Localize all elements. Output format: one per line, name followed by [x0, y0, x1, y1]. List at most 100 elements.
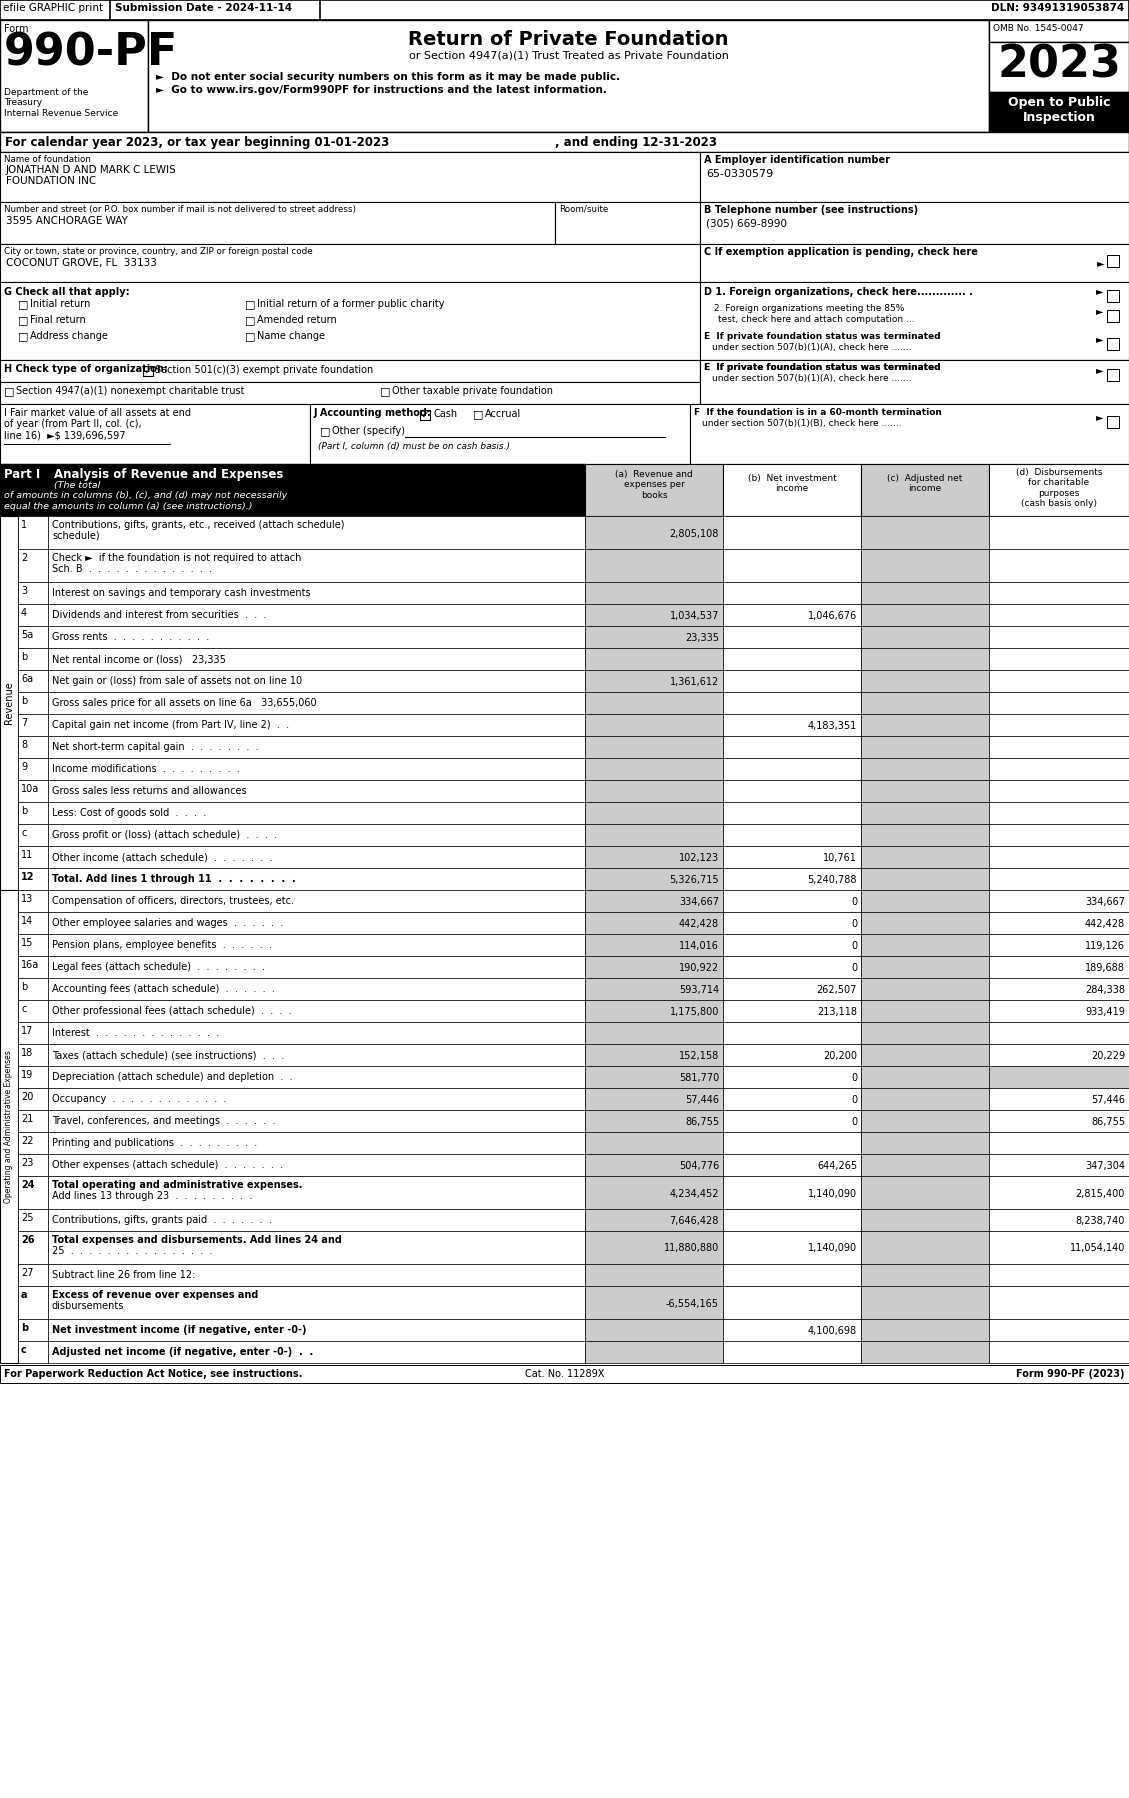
Bar — [723, 647, 861, 671]
Text: Gross sales price for all assets on line 6a   33,655,060: Gross sales price for all assets on line… — [52, 698, 316, 708]
Bar — [585, 957, 723, 978]
Bar — [49, 647, 585, 671]
Bar — [861, 671, 989, 692]
Bar — [49, 604, 585, 626]
Bar — [18, 1021, 49, 1045]
Text: Part I: Part I — [5, 467, 41, 482]
Text: Total operating and administrative expenses.: Total operating and administrative expen… — [52, 1179, 303, 1190]
Bar — [723, 604, 861, 626]
Text: For calendar year 2023, or tax year beginning 01-01-2023: For calendar year 2023, or tax year begi… — [5, 137, 390, 149]
Bar — [18, 1286, 49, 1320]
Text: 0: 0 — [851, 919, 857, 930]
Text: Other income (attach schedule)  .  .  .  .  .  .  .: Other income (attach schedule) . . . . .… — [52, 852, 272, 861]
Text: JONATHAN D AND MARK C LEWIS: JONATHAN D AND MARK C LEWIS — [6, 165, 177, 174]
Text: a: a — [21, 1289, 27, 1300]
Bar — [585, 1264, 723, 1286]
Text: 65-0330579: 65-0330579 — [706, 169, 773, 180]
Bar — [723, 957, 861, 978]
Text: 26: 26 — [21, 1235, 35, 1244]
Bar — [49, 978, 585, 1000]
Bar — [18, 516, 49, 548]
Bar — [18, 1208, 49, 1232]
Bar — [861, 735, 989, 759]
Bar — [585, 464, 723, 516]
Bar — [49, 868, 585, 890]
Bar — [0, 245, 700, 282]
Bar — [700, 201, 1129, 245]
Bar — [723, 847, 861, 868]
Bar — [0, 201, 555, 245]
Bar — [1108, 369, 1119, 381]
Text: Contributions, gifts, grants, etc., received (attach schedule): Contributions, gifts, grants, etc., rece… — [52, 520, 344, 530]
Bar — [49, 823, 585, 847]
Text: 284,338: 284,338 — [1085, 985, 1124, 994]
Text: 10a: 10a — [21, 784, 40, 795]
Text: 15: 15 — [21, 939, 34, 948]
Bar — [0, 0, 1129, 20]
Text: Travel, conferences, and meetings  .  .  .  .  .  .: Travel, conferences, and meetings . . . … — [52, 1117, 275, 1126]
Bar — [148, 20, 989, 131]
Text: Other professional fees (attach schedule)  .  .  .  .: Other professional fees (attach schedule… — [52, 1007, 291, 1016]
Text: 1,140,090: 1,140,090 — [808, 1244, 857, 1253]
Text: of year (from Part II, col. (c),: of year (from Part II, col. (c), — [5, 419, 141, 430]
Bar — [310, 405, 690, 464]
Bar — [861, 692, 989, 714]
Bar — [989, 1088, 1129, 1109]
Bar — [0, 890, 18, 1363]
Bar — [861, 1176, 989, 1208]
Text: Section 501(c)(3) exempt private foundation: Section 501(c)(3) exempt private foundat… — [155, 365, 374, 376]
Bar — [723, 933, 861, 957]
Bar — [585, 1286, 723, 1320]
Text: (305) 669-8990: (305) 669-8990 — [706, 218, 787, 228]
Bar — [585, 1088, 723, 1109]
Text: 86,755: 86,755 — [685, 1117, 719, 1127]
Text: Final return: Final return — [30, 315, 86, 325]
Text: 4: 4 — [21, 608, 27, 619]
Text: 347,304: 347,304 — [1085, 1162, 1124, 1170]
Text: b: b — [21, 653, 27, 662]
Bar — [723, 1154, 861, 1176]
Text: Legal fees (attach schedule)  .  .  .  .  .  .  .  .: Legal fees (attach schedule) . . . . . .… — [52, 962, 265, 973]
Bar — [49, 1154, 585, 1176]
Text: schedule): schedule) — [52, 530, 99, 541]
Bar — [49, 1109, 585, 1133]
Text: 114,016: 114,016 — [680, 940, 719, 951]
Text: FOUNDATION INC: FOUNDATION INC — [6, 176, 96, 185]
Text: (b)  Net investment
income: (b) Net investment income — [747, 475, 837, 493]
Bar — [989, 847, 1129, 868]
Bar — [49, 516, 585, 548]
Bar — [861, 626, 989, 647]
Text: Net gain or (loss) from sale of assets not on line 10: Net gain or (loss) from sale of assets n… — [52, 676, 303, 687]
Bar — [0, 516, 18, 890]
Text: of amounts in columns (b), (c), and (d) may not necessarily: of amounts in columns (b), (c), and (d) … — [5, 491, 287, 500]
Bar — [723, 1341, 861, 1363]
Text: (a)  Revenue and
expenses per
books: (a) Revenue and expenses per books — [615, 469, 693, 500]
Bar — [18, 957, 49, 978]
Bar — [1108, 415, 1119, 428]
Bar — [989, 957, 1129, 978]
Bar — [18, 583, 49, 604]
Text: 5,240,788: 5,240,788 — [807, 876, 857, 885]
Text: 581,770: 581,770 — [679, 1073, 719, 1082]
Text: 0: 0 — [851, 897, 857, 906]
Text: 593,714: 593,714 — [679, 985, 719, 994]
Text: City or town, state or province, country, and ZIP or foreign postal code: City or town, state or province, country… — [5, 246, 313, 255]
Text: Other (specify): Other (specify) — [332, 426, 405, 435]
Text: □: □ — [380, 387, 391, 396]
Bar — [18, 847, 49, 868]
Text: (d)  Disbursements
for charitable
purposes
(cash basis only): (d) Disbursements for charitable purpose… — [1016, 467, 1102, 509]
Text: □: □ — [320, 426, 331, 435]
Text: 86,755: 86,755 — [1091, 1117, 1124, 1127]
Bar — [723, 1088, 861, 1109]
Text: E  If private foundation status was terminated: E If private foundation status was termi… — [704, 333, 940, 342]
Text: ►: ► — [1097, 257, 1104, 268]
Text: ►: ► — [1096, 286, 1103, 297]
Text: Name of foundation: Name of foundation — [5, 155, 90, 164]
Bar — [989, 1021, 1129, 1045]
Bar — [989, 978, 1129, 1000]
Bar — [723, 1045, 861, 1066]
Text: Depreciation (attach schedule) and depletion  .  .: Depreciation (attach schedule) and deple… — [52, 1072, 292, 1082]
Text: 7,646,428: 7,646,428 — [669, 1215, 719, 1226]
Text: 644,265: 644,265 — [817, 1162, 857, 1170]
Bar — [723, 759, 861, 780]
